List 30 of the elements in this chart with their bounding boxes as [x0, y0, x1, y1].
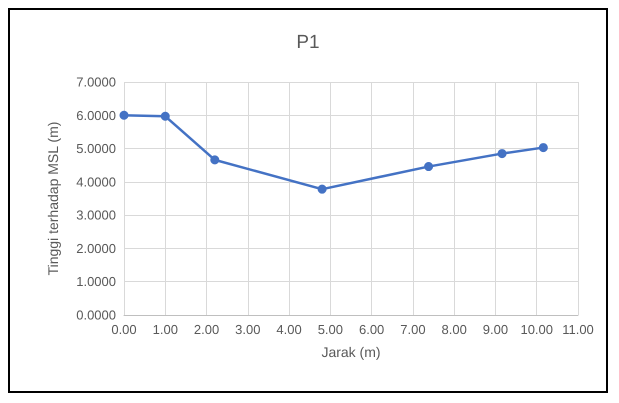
y-tick-label: 4.0000	[76, 174, 116, 190]
y-tick-label: 3.0000	[76, 208, 116, 223]
x-tick-label: 0.00	[111, 322, 137, 337]
point	[160, 112, 170, 121]
y-tick-label: 7.0000	[76, 74, 116, 90]
x-tick-label: 5.00	[318, 322, 344, 337]
x-tick-label: 4.00	[276, 322, 302, 337]
chart-title: P1	[296, 32, 320, 53]
y-axis-title: Tinggi terhadap MSL (m)	[45, 122, 61, 276]
y-tick-label: 6.0000	[76, 108, 116, 123]
x-tick-label: 3.00	[235, 322, 260, 337]
point	[538, 143, 548, 152]
x-tick-label: 2.00	[194, 322, 220, 337]
y-tick-label: 0.0000	[76, 308, 116, 322]
point	[318, 184, 327, 194]
x-tick-label: 10.00	[520, 322, 553, 337]
point	[424, 162, 434, 172]
x-tick-label: 11.00	[562, 322, 594, 337]
point	[120, 110, 128, 120]
point	[210, 155, 220, 164]
x-axis-title: Jarak (m)	[321, 344, 381, 360]
point	[498, 149, 507, 158]
x-tick-label: 6.00	[358, 322, 384, 337]
y-tick-label: 1.0000	[76, 274, 116, 290]
y-tick-label: 5.0000	[76, 141, 116, 156]
x-tick-label: 9.00	[482, 322, 508, 337]
x-tick-label: 7.00	[400, 322, 426, 337]
x-tick-label: 1.00	[152, 322, 178, 337]
x-tick-label: 8.00	[442, 322, 467, 337]
y-tick-label: 2.0000	[76, 240, 116, 256]
